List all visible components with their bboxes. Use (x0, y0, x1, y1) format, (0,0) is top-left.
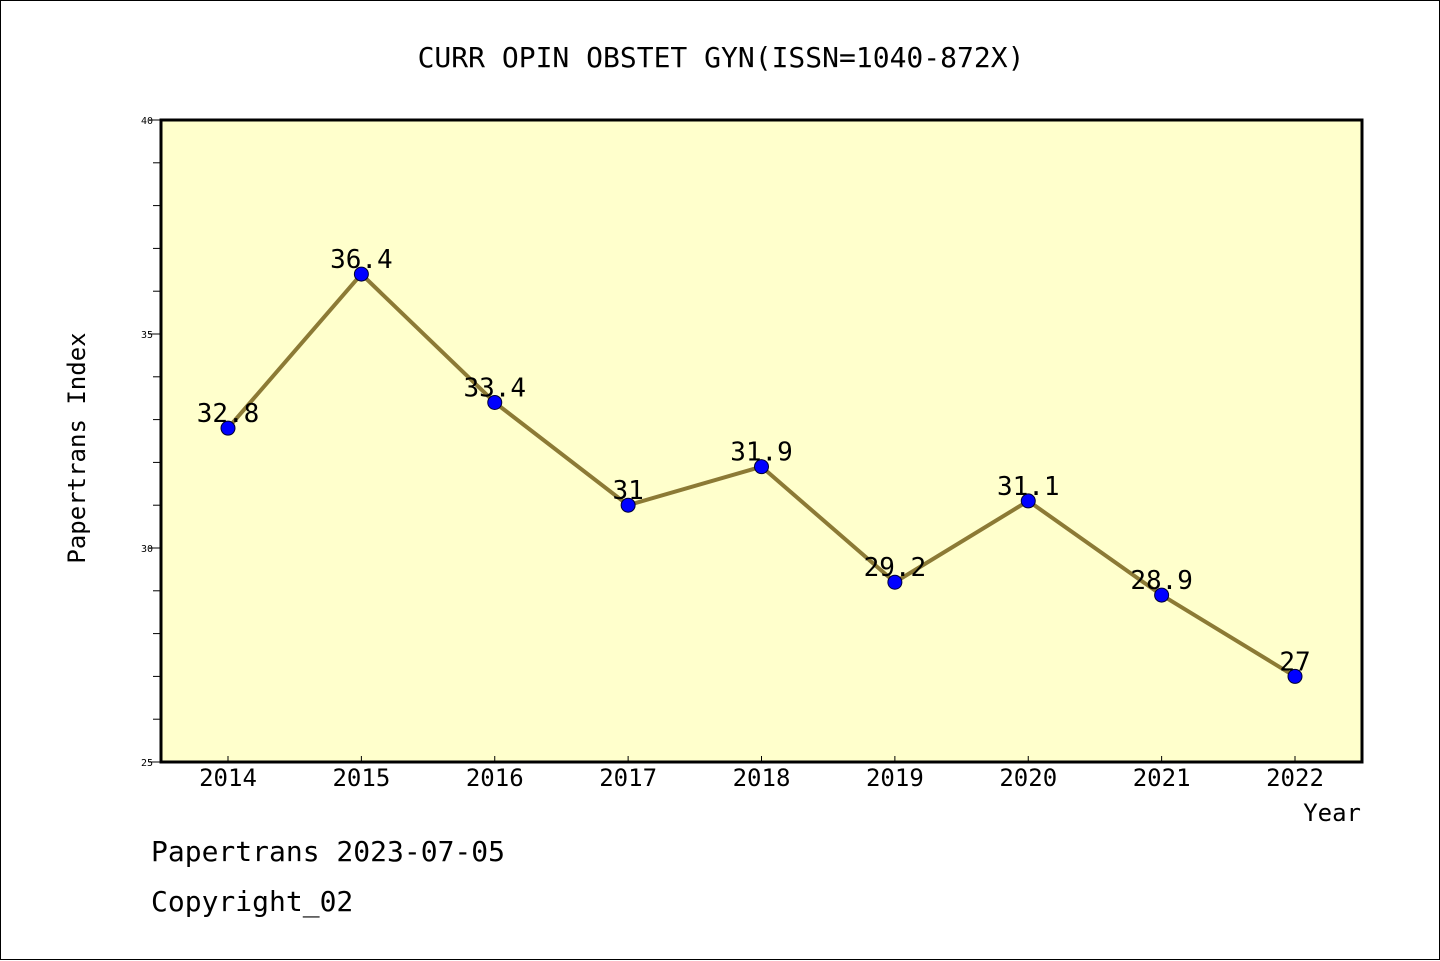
y-axis-label: Papertrans Index (63, 332, 91, 563)
y-tick-label: 40 (141, 116, 153, 127)
x-axis: 2014 2015 2016 2017 2018 2019 2020 2021 2022 (199, 756, 1324, 792)
data-label: 27 (1279, 647, 1310, 677)
x-tick-label: 2021 (1133, 764, 1191, 792)
y-tick-label: 25 (141, 758, 153, 769)
data-label: 31.1 (997, 472, 1060, 502)
data-label: 31.9 (730, 438, 793, 468)
copyright-note: Copyright_02 (151, 885, 354, 918)
series-layer: 32.8 36.4 33.4 31 31.9 29.2 31.1 28.9 27 (197, 245, 1311, 684)
data-point (887, 574, 903, 590)
x-tick-label: 2019 (866, 764, 924, 792)
x-tick-label: 2014 (199, 764, 257, 792)
x-tick-label: 2022 (1266, 764, 1324, 792)
data-point (754, 459, 769, 475)
x-tick-label: 2018 (733, 764, 791, 792)
x-axis-label: Year (1303, 799, 1361, 827)
x-tick-label: 2016 (466, 764, 524, 792)
data-point (487, 394, 503, 410)
data-point (1287, 668, 1303, 684)
x-tick-label: 2017 (599, 764, 657, 792)
data-label: 32.8 (197, 399, 260, 429)
data-point (1020, 493, 1036, 509)
data-label: 33.4 (463, 373, 526, 403)
data-point (1154, 587, 1170, 603)
y-tick-label: 30 (141, 544, 153, 555)
plot-area (159, 118, 1364, 764)
data-label: 29.2 (864, 553, 927, 583)
data-label: 31 (612, 476, 643, 506)
chart-title: CURR OPIN OBSTET GYN(ISSN=1040-872X) (418, 41, 1025, 74)
data-label: 28.9 (1130, 566, 1193, 596)
data-point (220, 420, 236, 436)
data-label: 36.4 (330, 245, 393, 275)
y-tick-label: 35 (141, 330, 153, 341)
data-point (353, 266, 369, 282)
source-note: Papertrans 2023-07-05 (151, 835, 506, 868)
y-axis: 25 30 35 40 (141, 116, 161, 769)
x-tick-label: 2015 (332, 764, 390, 792)
x-tick-label: 2020 (999, 764, 1057, 792)
data-point (620, 497, 636, 513)
